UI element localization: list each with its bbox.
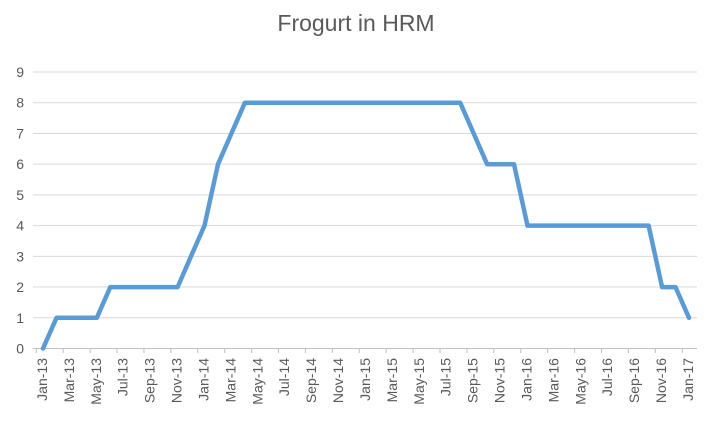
x-axis-tick-label: Jul-15 (438, 358, 454, 396)
x-axis-tick-label: Sep-15 (465, 358, 481, 403)
x-axis-tick-label: Jan-16 (518, 358, 534, 401)
x-axis-tick-label: Jan-15 (357, 358, 373, 401)
x-axis-tick-label: Jul-13 (115, 358, 131, 396)
y-axis-tick-label: 3 (16, 248, 24, 264)
x-axis-tick-label: Jan-17 (680, 358, 696, 401)
chart-title: Frogurt in HRM (277, 10, 435, 36)
x-axis-tick-label: Nov-16 (653, 358, 669, 403)
x-axis-tick-label: Nov-14 (330, 358, 346, 403)
x-axis-tick-label: Mar-13 (61, 358, 77, 403)
x-axis-tick-label: May-16 (572, 358, 588, 405)
x-axis-tick-label: Jul-16 (599, 358, 615, 396)
y-axis-tick-label: 0 (16, 341, 24, 357)
x-axis-tick-label: Sep-13 (142, 358, 158, 403)
y-axis-tick-label: 6 (16, 156, 24, 172)
x-axis-tick-label: Sep-14 (303, 358, 319, 403)
y-axis-tick-label: 9 (16, 64, 24, 80)
y-axis-tick-label: 2 (16, 279, 24, 295)
y-axis-tick-label: 8 (16, 95, 24, 111)
x-axis-tick-label: Jul-14 (276, 358, 292, 396)
y-axis-tick-label: 5 (16, 187, 24, 203)
x-axis-tick-label: Mar-15 (384, 358, 400, 403)
x-axis-tick-label: Nov-13 (169, 358, 185, 403)
y-axis-tick-label: 4 (16, 218, 24, 234)
x-axis-tick-label: Mar-14 (222, 358, 238, 403)
x-axis-tick-label: May-15 (411, 358, 427, 405)
data-series-line (40, 100, 692, 351)
y-axis-tick-label: 1 (16, 310, 24, 326)
x-axis-tick-label: Jan-13 (34, 358, 50, 401)
x-axis-tick-label: Jan-14 (195, 358, 211, 401)
x-axis-tick-label: Sep-16 (626, 358, 642, 403)
x-axis-tick-label: May-14 (249, 358, 265, 405)
x-axis-tick-label: May-13 (88, 358, 104, 405)
y-axis-tick-label: 7 (16, 125, 24, 141)
x-axis-tick-label: Mar-16 (545, 358, 561, 403)
x-axis-tick-label: Nov-15 (492, 358, 508, 403)
